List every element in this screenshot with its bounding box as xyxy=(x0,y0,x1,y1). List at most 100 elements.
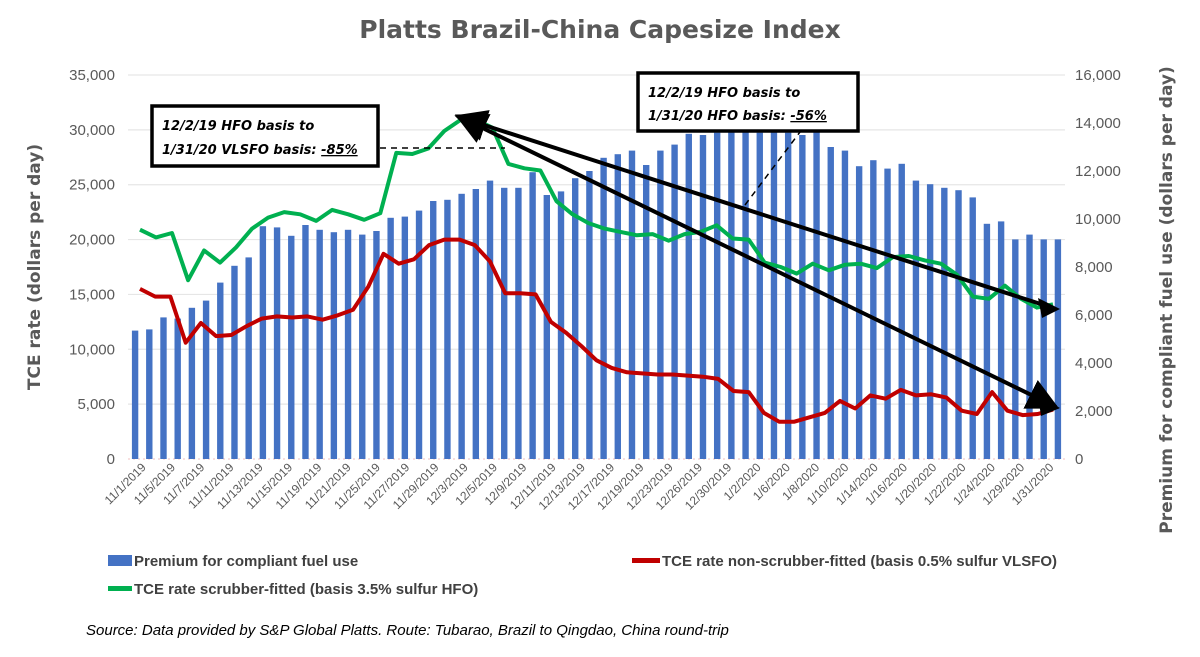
bar xyxy=(884,168,891,459)
annotation-56-value: -56% xyxy=(790,109,827,124)
bar xyxy=(302,225,309,459)
bar xyxy=(969,197,976,459)
bar xyxy=(344,229,352,459)
y-right-tick-label: 0 xyxy=(1075,451,1083,468)
bar xyxy=(444,199,451,460)
bar xyxy=(983,223,991,459)
bar xyxy=(770,131,778,459)
annotation-56-line1: 12/2/19 HFO basis to xyxy=(648,86,800,101)
bar xyxy=(515,187,522,460)
bar xyxy=(557,191,565,459)
source-note: Source: Data provided by S&P Global Plat… xyxy=(86,622,729,639)
bar xyxy=(685,133,692,460)
bar xyxy=(586,171,593,459)
bar xyxy=(628,150,636,459)
bar xyxy=(870,160,877,459)
legend-label-scrubber: TCE rate scrubber-fitted (basis 3.5% sul… xyxy=(134,581,478,598)
bar xyxy=(387,217,394,459)
legend-swatch-non-scrubber xyxy=(632,558,660,563)
arrowhead-hfo-end xyxy=(1038,298,1060,318)
legend-label-premium: Premium for compliant fuel use xyxy=(134,553,358,570)
line-scrubber xyxy=(139,118,1054,310)
bar xyxy=(486,180,494,459)
bar xyxy=(458,193,465,460)
line-non-scrubber xyxy=(139,237,1054,424)
y-axis-right-ticks: 0 2,000 4,000 6,000 8,000 10,000 12,000 14,000 1… xyxy=(1075,67,1121,468)
bar xyxy=(813,130,820,459)
bar xyxy=(202,300,210,459)
legend-label-non-scrubber: TCE rate non-scrubber-fitted (basis 0.5%… xyxy=(662,553,1057,570)
annotation-85-value: -85% xyxy=(321,143,358,158)
y-right-tick-label: 14,000 xyxy=(1075,115,1121,132)
bar xyxy=(359,234,366,459)
annotation-85-line1: 12/2/19 HFO basis to xyxy=(162,119,314,134)
bar xyxy=(259,226,267,459)
bar xyxy=(174,318,181,459)
bar xyxy=(415,210,423,459)
bar xyxy=(373,231,380,459)
bar xyxy=(642,165,650,459)
bar xyxy=(472,189,480,459)
y-left-tick-label: 20,000 xyxy=(69,232,115,249)
bar xyxy=(614,154,621,459)
bar xyxy=(742,130,749,459)
bar xyxy=(401,216,409,459)
y-left-tick-label: 25,000 xyxy=(69,177,115,194)
annotation-box-85-frame xyxy=(150,104,380,168)
chart-title: Platts Brazil-China Capesize Index xyxy=(359,15,840,44)
bar xyxy=(330,232,338,459)
annotation-box-85: 12/2/19 HFO basis to 1/31/20 VLSFO basis… xyxy=(150,104,380,168)
bar xyxy=(245,257,252,459)
y-left-tick-label: 30,000 xyxy=(69,122,115,139)
bar xyxy=(131,330,139,459)
legend: Premium for compliant fuel use TCE rate … xyxy=(108,553,1057,598)
bar xyxy=(926,184,934,459)
bar xyxy=(572,178,579,459)
y-axis-left-label: TCE rate (dollars per day) xyxy=(25,144,45,390)
bar xyxy=(713,132,721,459)
bar xyxy=(600,157,607,460)
bar xyxy=(941,187,948,460)
annotation-85-line2: 1/31/20 VLSFO basis: -85% xyxy=(162,143,358,158)
bar xyxy=(728,131,735,459)
bar xyxy=(1026,234,1033,459)
bar xyxy=(160,317,167,459)
bar xyxy=(1040,239,1047,459)
legend-swatch-scrubber xyxy=(108,586,132,591)
arrowhead-vlsfo-end xyxy=(1038,396,1060,416)
y-axis-left-ticks: 0 5,000 10,000 15,000 20,000 25,000 30,000 35,0… xyxy=(69,67,115,468)
bar xyxy=(430,201,437,459)
bar xyxy=(912,180,920,459)
annotation-box-56-frame xyxy=(636,71,860,133)
bar xyxy=(756,132,763,459)
annotation-arrows xyxy=(380,110,1060,416)
bar xyxy=(997,221,1005,459)
bar xyxy=(955,190,962,459)
y-left-tick-label: 10,000 xyxy=(69,341,115,358)
annotation-box-56: 12/2/19 HFO basis to 1/31/20 HFO basis: … xyxy=(636,71,860,133)
x-axis-ticks: 11/1/201911/5/201911/7/201911/11/201911/… xyxy=(102,460,1057,513)
y-right-tick-label: 12,000 xyxy=(1075,163,1121,180)
arrow-hfo-to-vlsfo xyxy=(454,114,1053,407)
y-right-tick-label: 10,000 xyxy=(1075,211,1121,228)
bar xyxy=(898,163,905,460)
y-right-tick-label: 16,000 xyxy=(1075,67,1121,84)
bar xyxy=(146,329,153,459)
bar xyxy=(231,265,238,459)
bar xyxy=(784,132,792,459)
y-right-tick-label: 8,000 xyxy=(1075,259,1113,276)
bar xyxy=(543,195,551,459)
bar xyxy=(316,229,323,459)
bar xyxy=(1012,239,1019,459)
y-left-tick-label: 15,000 xyxy=(69,286,115,303)
y-left-tick-label: 5,000 xyxy=(77,396,115,413)
bar xyxy=(217,282,224,459)
line-series-group xyxy=(139,118,1054,424)
arrow-hfo-to-hfo xyxy=(454,110,1051,309)
bar xyxy=(188,307,196,459)
bar xyxy=(671,144,678,459)
annotation-56-prefix: 1/31/20 HFO basis: xyxy=(648,109,790,124)
bar xyxy=(799,135,806,459)
y-right-tick-label: 6,000 xyxy=(1075,307,1113,324)
